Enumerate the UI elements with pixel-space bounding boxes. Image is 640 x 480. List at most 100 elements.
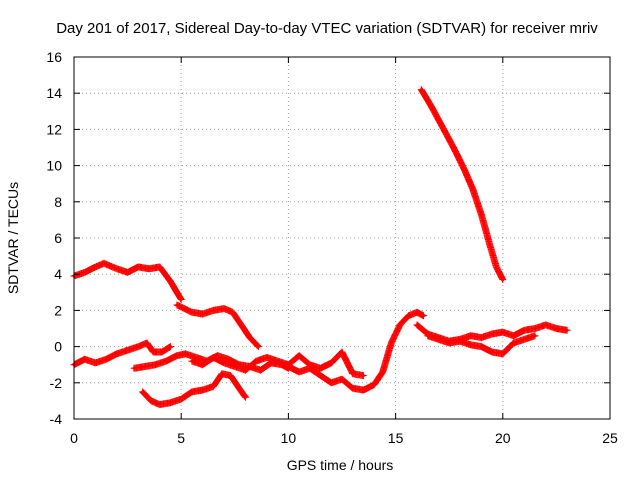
data-point bbox=[239, 323, 243, 327]
data-point bbox=[231, 310, 235, 314]
y-tick-label: 2 bbox=[54, 302, 62, 318]
data-point bbox=[102, 261, 106, 265]
data-point bbox=[201, 388, 205, 392]
y-tick-label: 0 bbox=[54, 339, 62, 355]
data-point bbox=[190, 359, 194, 363]
data-point bbox=[437, 337, 440, 341]
series-markers bbox=[417, 86, 507, 284]
data-point bbox=[544, 323, 548, 327]
data-point bbox=[126, 348, 130, 352]
data-point bbox=[522, 328, 526, 332]
data-point bbox=[265, 356, 269, 359]
data-point bbox=[462, 167, 466, 171]
data-point bbox=[329, 381, 333, 385]
data-point bbox=[154, 363, 157, 367]
data-point bbox=[297, 354, 301, 358]
data-point bbox=[211, 384, 215, 388]
data-point bbox=[201, 363, 205, 367]
data-point bbox=[479, 336, 483, 340]
data-point bbox=[190, 310, 194, 314]
data-point bbox=[158, 265, 162, 269]
data-point bbox=[441, 126, 445, 130]
x-axis-label: GPS time / hours bbox=[287, 457, 394, 473]
x-tick-label: 15 bbox=[388, 430, 404, 446]
series-arc-1 bbox=[70, 259, 185, 303]
data-point bbox=[565, 328, 569, 332]
data-point bbox=[447, 341, 451, 345]
data-point bbox=[430, 106, 434, 110]
data-point bbox=[201, 312, 205, 316]
data-point bbox=[237, 386, 241, 390]
y-tick-label: 16 bbox=[46, 49, 62, 65]
series-arc-7 bbox=[284, 308, 427, 394]
data-point bbox=[426, 334, 430, 338]
data-point bbox=[479, 213, 483, 216]
data-point bbox=[415, 310, 419, 314]
data-point bbox=[175, 354, 179, 358]
data-point bbox=[244, 395, 247, 399]
data-point bbox=[169, 345, 172, 349]
data-point bbox=[319, 374, 323, 378]
data-point bbox=[381, 370, 385, 374]
data-point bbox=[329, 361, 333, 365]
data-point bbox=[190, 390, 194, 394]
data-point bbox=[297, 370, 301, 374]
data-point bbox=[104, 357, 108, 361]
data-point bbox=[488, 243, 492, 247]
data-point bbox=[389, 341, 393, 345]
y-axis-label: SDTVAR / TECUs bbox=[5, 182, 21, 294]
y-tick-label: 8 bbox=[54, 194, 62, 210]
data-point bbox=[126, 270, 130, 274]
data-point bbox=[471, 187, 475, 191]
data-point bbox=[319, 366, 323, 370]
data-point bbox=[351, 386, 355, 390]
data-point bbox=[179, 397, 183, 401]
data-point bbox=[494, 265, 498, 269]
data-point bbox=[229, 374, 232, 378]
y-tick-label: -2 bbox=[50, 375, 63, 391]
data-point bbox=[259, 368, 262, 372]
data-point bbox=[415, 323, 419, 327]
data-point bbox=[286, 365, 290, 368]
data-point bbox=[361, 374, 365, 378]
data-point bbox=[501, 278, 505, 282]
data-point bbox=[501, 330, 505, 334]
data-point bbox=[222, 307, 226, 311]
data-point bbox=[115, 267, 119, 271]
data-point bbox=[398, 323, 402, 327]
data-point bbox=[419, 88, 423, 92]
series-arc-10 bbox=[417, 86, 507, 284]
y-tick-label: 4 bbox=[54, 266, 62, 282]
data-point bbox=[554, 327, 558, 330]
data-point bbox=[169, 279, 172, 283]
data-point bbox=[136, 265, 140, 269]
series-markers bbox=[139, 370, 249, 408]
data-point bbox=[160, 350, 164, 354]
data-point bbox=[179, 298, 183, 301]
data-point bbox=[458, 339, 462, 343]
data-point bbox=[136, 345, 140, 349]
data-point bbox=[83, 357, 87, 361]
data-point bbox=[220, 372, 224, 376]
x-tick-label: 20 bbox=[495, 430, 511, 446]
series-arc-6 bbox=[188, 348, 367, 380]
data-point bbox=[256, 345, 260, 349]
data-point bbox=[533, 327, 537, 330]
data-point bbox=[233, 365, 237, 368]
data-point bbox=[169, 401, 172, 405]
data-point bbox=[143, 365, 147, 368]
data-point bbox=[149, 399, 153, 403]
data-point bbox=[141, 390, 145, 394]
data-point bbox=[276, 359, 280, 363]
data-point bbox=[340, 377, 344, 381]
data-point bbox=[407, 314, 410, 318]
data-point bbox=[254, 359, 258, 363]
x-tick-label: 5 bbox=[177, 430, 185, 446]
data-point bbox=[422, 314, 425, 318]
data-point bbox=[351, 372, 355, 376]
series-markers bbox=[188, 348, 367, 380]
x-tick-label: 0 bbox=[70, 430, 78, 446]
y-tick-label: 12 bbox=[46, 121, 62, 137]
data-point bbox=[211, 308, 215, 312]
data-point bbox=[452, 146, 455, 149]
